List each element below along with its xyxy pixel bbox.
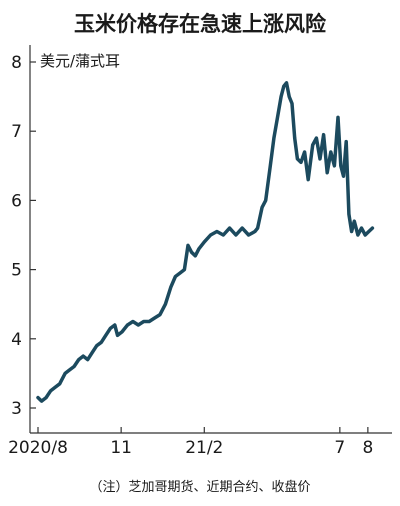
series-group	[36, 81, 375, 403]
chart-title: 玉米价格存在急速上涨风险	[74, 12, 326, 36]
y-tick-label: 4	[11, 330, 22, 350]
y-tick-label: 7	[11, 122, 22, 142]
y-tick-label: 3	[11, 399, 22, 419]
x-tick-label: 8	[362, 438, 373, 458]
x-tick-label: 2020/8	[8, 438, 68, 458]
x-tick-label: 7	[334, 438, 345, 458]
y-tick-label: 5	[11, 261, 22, 281]
price-series-line	[36, 81, 375, 403]
y-axis-unit-label: 美元/蒲式耳	[40, 52, 121, 70]
y-tick-label: 6	[11, 191, 22, 211]
footnote: （注）芝加哥期货、近期合约、收盘价	[89, 480, 311, 495]
x-tick-label: 11	[110, 438, 132, 458]
y-tick-label: 8	[11, 53, 22, 73]
axes	[29, 45, 392, 434]
x-tick-label: 21/2	[185, 438, 223, 458]
